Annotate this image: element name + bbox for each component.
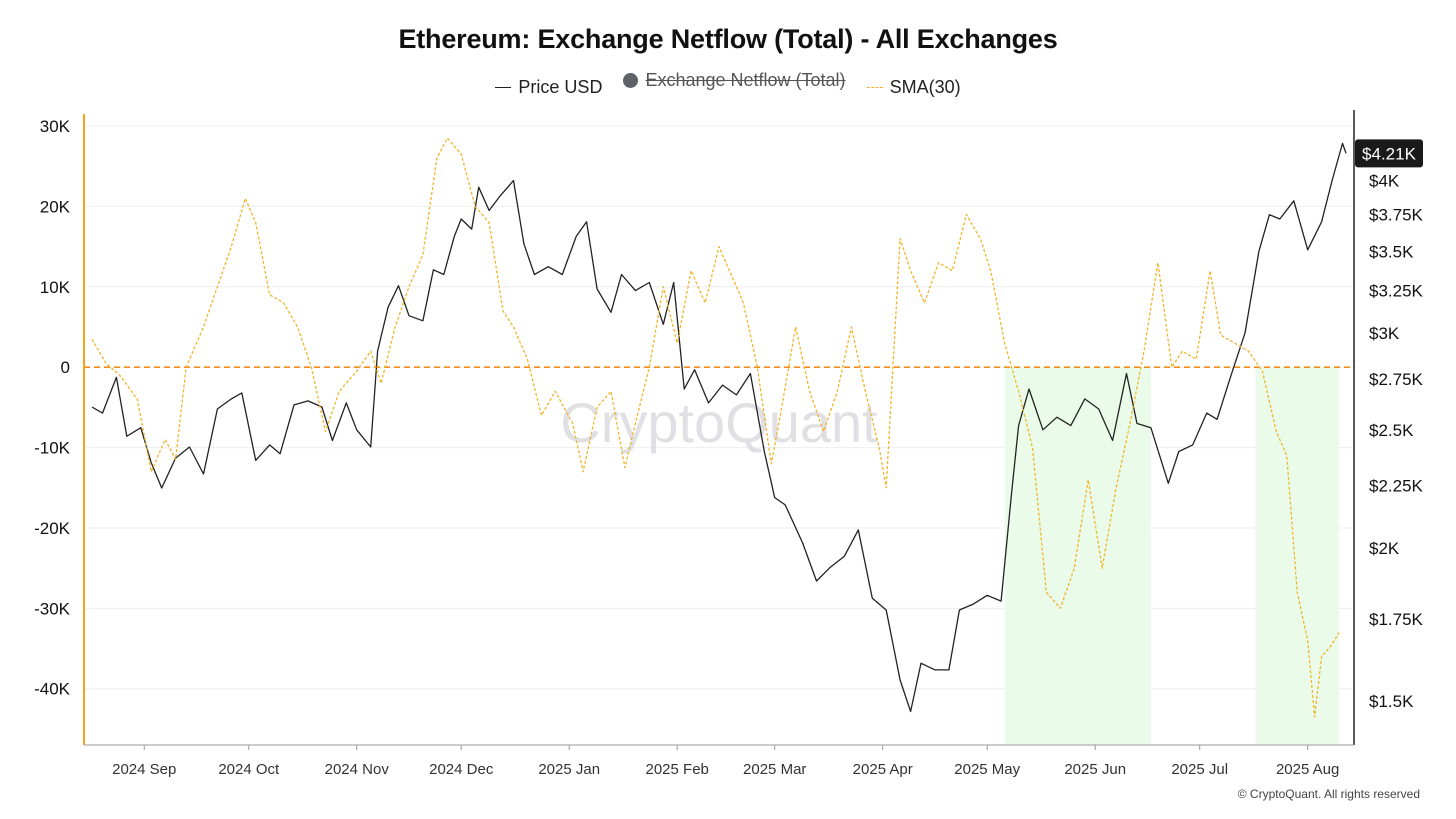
left-tick-label: -20K (34, 519, 71, 538)
left-tick-label: 30K (40, 117, 71, 136)
x-tick-label: 2025 Mar (743, 761, 806, 778)
right-tick-label: $2.5K (1369, 421, 1414, 440)
x-tick-label: 2025 Feb (646, 761, 709, 778)
current-price-label: $4.21K (1362, 144, 1417, 163)
sma-30-line (91, 137, 1340, 718)
legend-dot-marker (623, 73, 639, 88)
price-usd-line (91, 142, 1347, 713)
x-tick-label: 2025 Jul (1171, 761, 1228, 778)
right-tick-label: $4K (1369, 171, 1400, 190)
x-tick-label: 2024 Sep (112, 761, 176, 778)
x-tick-label: 2025 Apr (853, 761, 913, 778)
current-price-badge (1355, 139, 1423, 168)
right-tick-label: $1.5K (1369, 692, 1414, 711)
chart-title: Ethereum: Exchange Netflow (Total) - All… (398, 24, 1058, 54)
legend-item-price[interactable]: Price USD (495, 77, 602, 98)
right-tick-label: $3.25K (1369, 282, 1424, 301)
x-tick-label: 2025 Aug (1276, 761, 1339, 778)
right-tick-label: $3K (1369, 324, 1400, 343)
left-tick-label: 20K (40, 197, 71, 216)
right-tick-label: $2.25K (1369, 477, 1424, 496)
watermark: CryptoQuant (560, 391, 878, 454)
legend-label-price: Price USD (518, 77, 603, 97)
legend-label-netflow: Exchange Netflow (Total) (645, 70, 846, 90)
highlight-region (1004, 367, 1151, 745)
right-tick-label: $3.75K (1369, 206, 1424, 225)
highlight-region (1255, 367, 1340, 745)
right-tick-label: $2K (1369, 539, 1400, 558)
chart-legend: Price USD Exchange Netflow (Total) SMA(3… (0, 70, 1456, 98)
right-tick-label: $3.5K (1369, 242, 1414, 261)
x-tick-label: 2025 Jan (538, 761, 600, 778)
legend-item-sma[interactable]: SMA(30) (866, 77, 961, 98)
x-tick-label: 2024 Dec (429, 761, 494, 778)
left-tick-label: -30K (34, 599, 71, 618)
legend-line-marker (495, 87, 512, 88)
right-tick-label: $1.75K (1369, 610, 1424, 629)
left-tick-label: -10K (34, 439, 71, 458)
left-tick-label: -40K (34, 680, 71, 699)
copyright-footer: © CryptoQuant. All rights reserved (1237, 787, 1420, 801)
x-tick-label: 2025 May (954, 761, 1020, 778)
x-tick-label: 2024 Oct (218, 761, 280, 778)
legend-item-netflow[interactable]: Exchange Netflow (Total) (623, 70, 846, 91)
left-tick-label: 0 (61, 358, 70, 377)
legend-label-sma: SMA(30) (889, 77, 961, 97)
x-tick-label: 2024 Nov (325, 761, 390, 778)
right-tick-label: $2.75K (1369, 370, 1424, 389)
x-tick-label: 2025 Jun (1064, 761, 1126, 778)
legend-dashed-marker (866, 87, 883, 88)
left-tick-label: 10K (40, 278, 71, 297)
